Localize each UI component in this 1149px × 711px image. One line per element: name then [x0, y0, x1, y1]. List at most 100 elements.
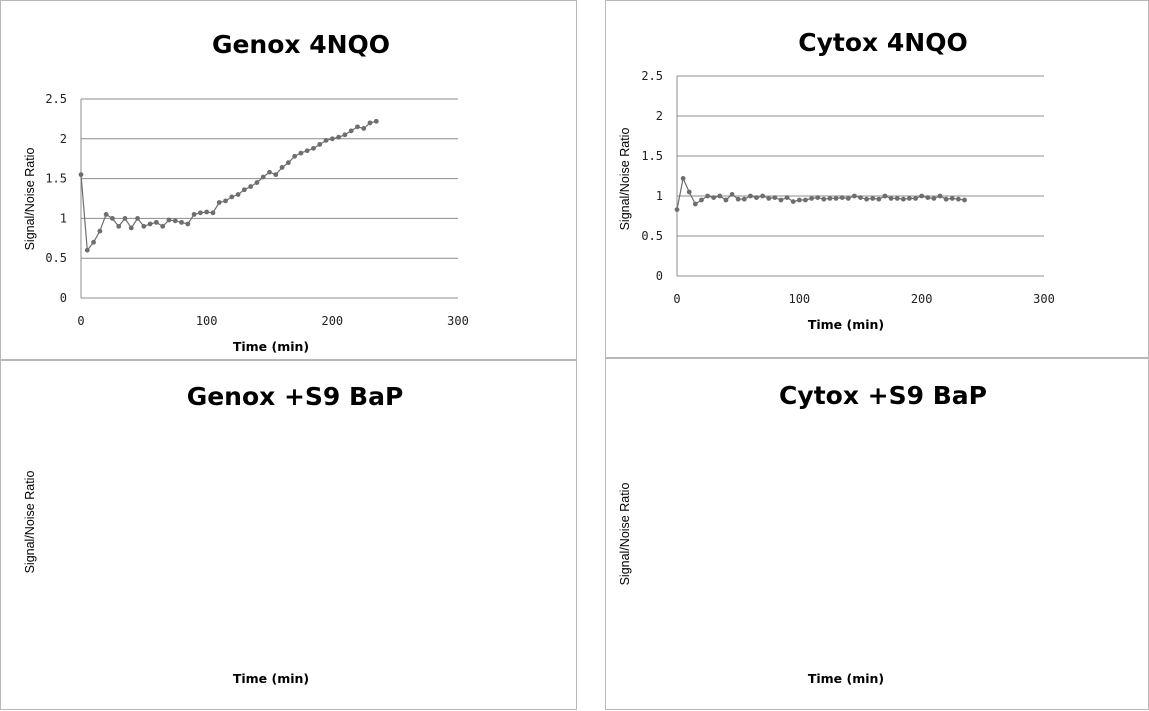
data-point: [304, 148, 310, 154]
data-point: [185, 221, 191, 227]
data-point: [943, 196, 949, 202]
data-point: [815, 195, 821, 201]
chart-svg-genox-s9-bap: Genox +S9 BaP 00.511.522.530100200300 Ti…: [23, 382, 404, 686]
data-point: [254, 180, 260, 185]
chart-svg-cytox-4nqo: Cytox 4NQO 0 0.5 1 1.5 2 2.5 0 100 200 300 Time (…: [618, 28, 1055, 332]
data-point: [907, 196, 912, 201]
data-point: [141, 223, 147, 229]
data-point: [210, 210, 216, 216]
chart-panel-genox-4nqo: Genox 4NQO 0 0.5 1 1.5 2 2.5 0 100 200 300 Time (…: [0, 0, 577, 360]
y-tick-label: 0: [656, 269, 663, 283]
data-point: [876, 196, 882, 202]
data-point: [329, 136, 335, 142]
data-point: [845, 196, 851, 201]
chart-svg-cytox-s9-bap: Cytox +S9 BaP 00.511.522.530100200300 Ti…: [618, 381, 987, 686]
data-point: [223, 198, 228, 204]
y-tick-label: 2.5: [641, 69, 663, 83]
data-point: [870, 196, 876, 201]
data-point: [267, 169, 272, 175]
data-point: [373, 118, 379, 124]
data-point: [955, 196, 961, 202]
data-point: [919, 193, 925, 199]
y-axis-label: Signal/Noise Ratio: [618, 483, 632, 586]
chart-panel-cytox-s9-bap: Cytox +S9 BaP 00.511.522.530100200300 Ti…: [605, 358, 1149, 710]
data-point: [191, 212, 197, 217]
data-point: [882, 193, 888, 199]
data-point: [91, 239, 96, 245]
y-axis-label: Signal/Noise Ratio: [23, 471, 37, 574]
data-point: [772, 195, 778, 201]
data-point: [355, 124, 360, 130]
data-point: [323, 137, 329, 143]
data-point: [821, 196, 827, 202]
data-point: [311, 145, 316, 151]
x-axis-label: Time (min): [233, 671, 309, 686]
data-point: [135, 216, 140, 221]
chart-title: Genox 4NQO: [212, 30, 390, 59]
data-point: [317, 141, 323, 147]
data-point: [760, 193, 766, 199]
data-point: [962, 197, 967, 203]
x-tick-label: 300: [447, 314, 469, 328]
data-point: [128, 225, 134, 231]
data-point: [103, 212, 109, 217]
y-tick-label: 0.5: [45, 251, 67, 265]
y-tick-label: 2.5: [45, 92, 67, 106]
y-tick-label: 0: [60, 291, 67, 305]
data-point: [78, 172, 84, 178]
y-tick-label: 1: [60, 211, 67, 225]
data-point: [285, 160, 291, 166]
data-point: [949, 196, 955, 201]
data-point: [298, 150, 304, 156]
data-point: [680, 176, 686, 181]
data-point: [122, 216, 128, 221]
y-tick-label: 2: [656, 109, 663, 123]
data-point: [229, 194, 235, 200]
data-point: [348, 128, 354, 134]
chart-panel-genox-s9-bap: Genox +S9 BaP 00.511.522.530100200300 Ti…: [0, 360, 577, 710]
x-tick-label: 200: [321, 314, 343, 328]
data-point: [692, 201, 698, 207]
data-point: [888, 196, 894, 201]
x-tick-label: 100: [196, 314, 218, 328]
x-axis-label: Time (min): [233, 339, 309, 354]
chart-title: Cytox 4NQO: [798, 28, 967, 57]
data-point: [790, 199, 796, 205]
data-point: [248, 184, 254, 189]
data-point: [160, 223, 166, 229]
data-point: [925, 195, 931, 201]
y-tick-label: 1.5: [641, 149, 663, 163]
data-point: [748, 193, 753, 199]
data-point: [839, 195, 845, 201]
data-point: [342, 132, 348, 138]
data-point: [778, 197, 784, 203]
data-point: [172, 218, 178, 224]
chart-title: Genox +S9 BaP: [187, 382, 404, 411]
data-point: [699, 197, 704, 203]
x-tick-label: 0: [673, 292, 680, 306]
data-point: [784, 195, 790, 201]
y-tick-label: 1.5: [45, 172, 67, 186]
y-tick-label: 1: [656, 189, 663, 203]
chart-title: Cytox +S9 BaP: [779, 381, 987, 410]
chart-svg-genox-4nqo: Genox 4NQO 0 0.5 1 1.5 2 2.5 0 100 200 300 Time (…: [23, 30, 469, 354]
data-point: [705, 193, 710, 199]
x-tick-label: 0: [77, 314, 84, 328]
x-tick-label: 300: [1033, 292, 1055, 306]
data-point: [197, 210, 203, 216]
data-point: [894, 196, 900, 201]
data-point: [166, 217, 172, 223]
data-point: [766, 196, 772, 201]
data-point: [674, 207, 680, 213]
data-point: [116, 223, 122, 229]
data-point: [147, 221, 153, 227]
data-point: [937, 193, 943, 199]
y-tick-label: 2: [60, 132, 67, 146]
data-point: [827, 196, 833, 201]
x-tick-label: 100: [788, 292, 810, 306]
data-point: [97, 228, 103, 234]
x-axis-label: Time (min): [808, 671, 884, 686]
data-point: [260, 174, 266, 180]
data-point: [686, 189, 692, 195]
data-point: [179, 219, 184, 225]
